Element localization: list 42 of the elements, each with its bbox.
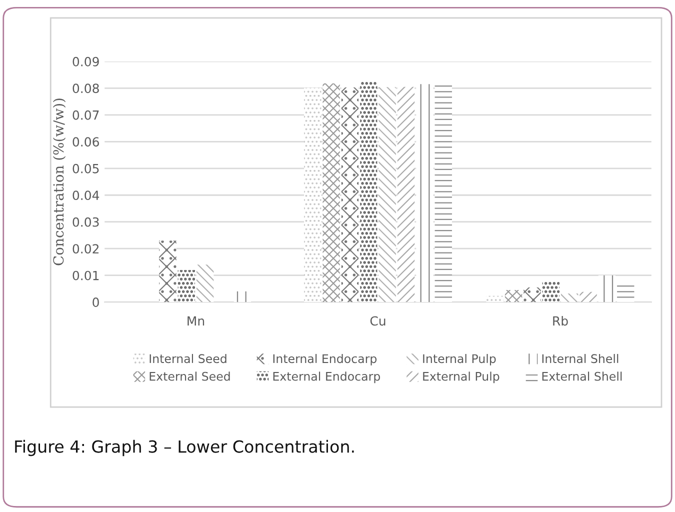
y-tick-label: 0.07 — [72, 110, 99, 120]
legend-label: Internal Shell — [542, 354, 618, 364]
y-tick-label: 0.05 — [72, 164, 99, 174]
bar — [524, 287, 541, 302]
bar — [486, 296, 504, 302]
y-tick-label: 0.09 — [72, 56, 99, 66]
bar — [360, 81, 378, 302]
bar — [542, 282, 560, 302]
bar — [560, 294, 578, 302]
y-axis-title: Concentration (%(w/w)) — [52, 98, 66, 266]
bar — [434, 84, 452, 302]
y-tick-label: 0.01 — [72, 270, 99, 280]
y-tick-label: 0.06 — [72, 137, 99, 147]
y-tick-label: 0 — [92, 298, 99, 308]
y-tick-label: 0.02 — [72, 244, 99, 254]
bar — [504, 290, 522, 302]
legend-label: External Shell — [542, 372, 622, 381]
bar — [234, 291, 252, 302]
bar — [178, 270, 196, 302]
legend-label: Internal Seed — [150, 354, 226, 364]
x-tick-label: Cu — [370, 316, 386, 326]
bar — [159, 240, 176, 302]
bar — [580, 292, 597, 302]
caption: Figure 4: Graph 3 – Lower Concentration. — [15, 440, 354, 456]
bar — [397, 86, 415, 302]
legend-label: External Endocarp — [273, 372, 380, 384]
y-tick-label: 0.08 — [72, 84, 99, 94]
legend-label: Internal Pulp — [423, 354, 496, 366]
bar — [196, 264, 214, 302]
bar — [322, 83, 340, 302]
legend-label: External Pulp — [423, 372, 500, 384]
legend-label: Internal Endocarp — [273, 354, 377, 366]
bar — [598, 275, 616, 302]
bar — [378, 87, 396, 302]
bar — [341, 87, 359, 302]
legend-label: External Seed — [150, 372, 230, 381]
x-tick-label: Mn — [188, 316, 204, 326]
bar — [416, 84, 434, 302]
x-tick-label: Rb — [553, 316, 568, 326]
y-tick-label: 0.04 — [72, 190, 100, 200]
y-tick-label: 0.03 — [72, 217, 99, 227]
bar — [304, 88, 322, 302]
